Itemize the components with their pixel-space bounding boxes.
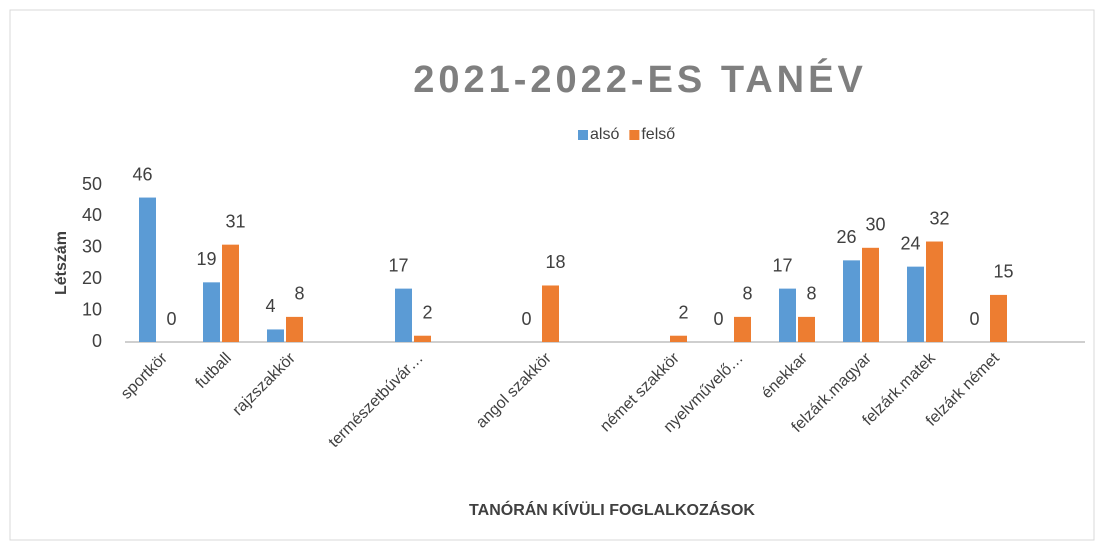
bar: [222, 244, 239, 342]
y-tick-label: 20: [82, 268, 102, 288]
bar: [843, 260, 860, 342]
bar: [414, 335, 431, 342]
data-label: 46: [132, 164, 152, 184]
bar: [798, 316, 815, 342]
data-label: 8: [806, 284, 816, 304]
legend-label: alsó: [590, 126, 619, 143]
y-tick-label: 40: [82, 205, 102, 225]
data-label: 30: [865, 215, 885, 235]
y-tick-label: 10: [82, 299, 102, 319]
y-tick-label: 30: [82, 237, 102, 257]
data-label: 32: [929, 208, 949, 228]
data-label: 26: [836, 227, 856, 247]
data-label: 2: [678, 302, 688, 322]
data-label: 31: [225, 211, 245, 231]
data-label: 0: [713, 309, 723, 329]
data-label: 2: [422, 302, 432, 322]
legend-label: felső: [641, 126, 675, 143]
data-label: 18: [545, 252, 565, 272]
bar: [734, 316, 751, 342]
bar: [779, 288, 796, 342]
data-label: 0: [969, 309, 979, 329]
bar: [395, 288, 412, 342]
data-label: 0: [166, 309, 176, 329]
data-label: 4: [265, 296, 275, 316]
data-label: 24: [900, 233, 920, 253]
bar: [990, 294, 1007, 342]
data-label: 19: [196, 249, 216, 269]
chart-title: 2021-2022-ES TANÉV: [413, 57, 867, 101]
bar: [926, 241, 943, 342]
bar: [286, 316, 303, 342]
bar: [139, 197, 156, 342]
data-label: 17: [388, 255, 408, 275]
legend-swatch: [629, 130, 640, 140]
bar: [862, 247, 879, 342]
data-label: 0: [521, 309, 531, 329]
bar: [670, 335, 687, 342]
data-label: 15: [993, 262, 1013, 282]
bar: [267, 329, 284, 342]
data-label: 8: [294, 284, 304, 304]
bar: [203, 282, 220, 342]
legend-swatch: [578, 130, 588, 140]
data-label: 8: [742, 284, 752, 304]
bar: [542, 285, 559, 342]
y-tick-label: 0: [92, 331, 102, 351]
y-tick-label: 50: [82, 174, 102, 194]
x-axis-label: TANÓRÁN KÍVÜLI FOGLALKOZÁSOK: [469, 500, 755, 519]
data-label: 17: [772, 255, 792, 275]
bar: [907, 266, 924, 342]
y-axis-label: Létszám: [53, 231, 70, 295]
